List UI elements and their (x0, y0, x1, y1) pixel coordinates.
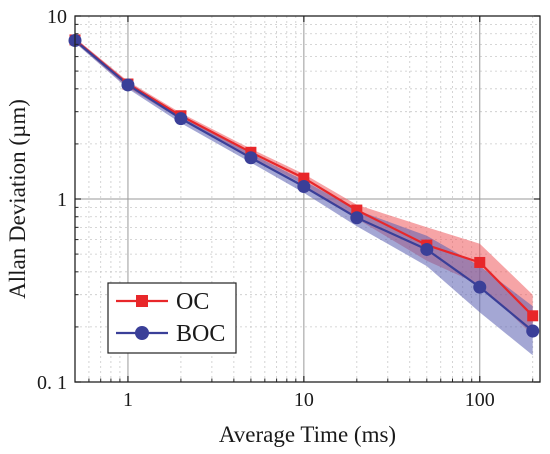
legend-marker-oc (136, 295, 148, 307)
data-point-boc (244, 151, 258, 165)
y-axis-title: Allan Deviation (µm) (5, 99, 30, 299)
data-point-oc (298, 172, 310, 184)
legend-marker-boc (135, 326, 149, 340)
x-tick-label: 10 (294, 389, 314, 411)
data-point-boc (121, 78, 135, 92)
data-point-boc (473, 280, 487, 294)
legend-box (107, 282, 237, 354)
x-tick-label: 100 (465, 389, 495, 411)
data-point-boc (297, 180, 311, 194)
data-point-boc (350, 211, 364, 225)
x-tick-label: 1 (123, 389, 133, 411)
data-point-boc (420, 242, 434, 256)
ticks: 1 10 100 0. 1 1 10 (37, 6, 540, 411)
y-tick-label: 0. 1 (37, 372, 67, 394)
x-axis-title: Average Time (ms) (219, 422, 396, 447)
data-point-oc (474, 256, 486, 268)
data-point-oc (351, 204, 363, 216)
data-point-boc (526, 324, 540, 338)
data-point-oc (527, 310, 539, 322)
data-point-boc (174, 112, 188, 126)
legend: OC BOC (107, 282, 237, 354)
y-tick-label: 1 (57, 189, 67, 211)
legend-label-oc: OC (176, 289, 209, 315)
y-tick-label: 10 (47, 6, 67, 28)
legend-label-boc: BOC (176, 321, 225, 347)
